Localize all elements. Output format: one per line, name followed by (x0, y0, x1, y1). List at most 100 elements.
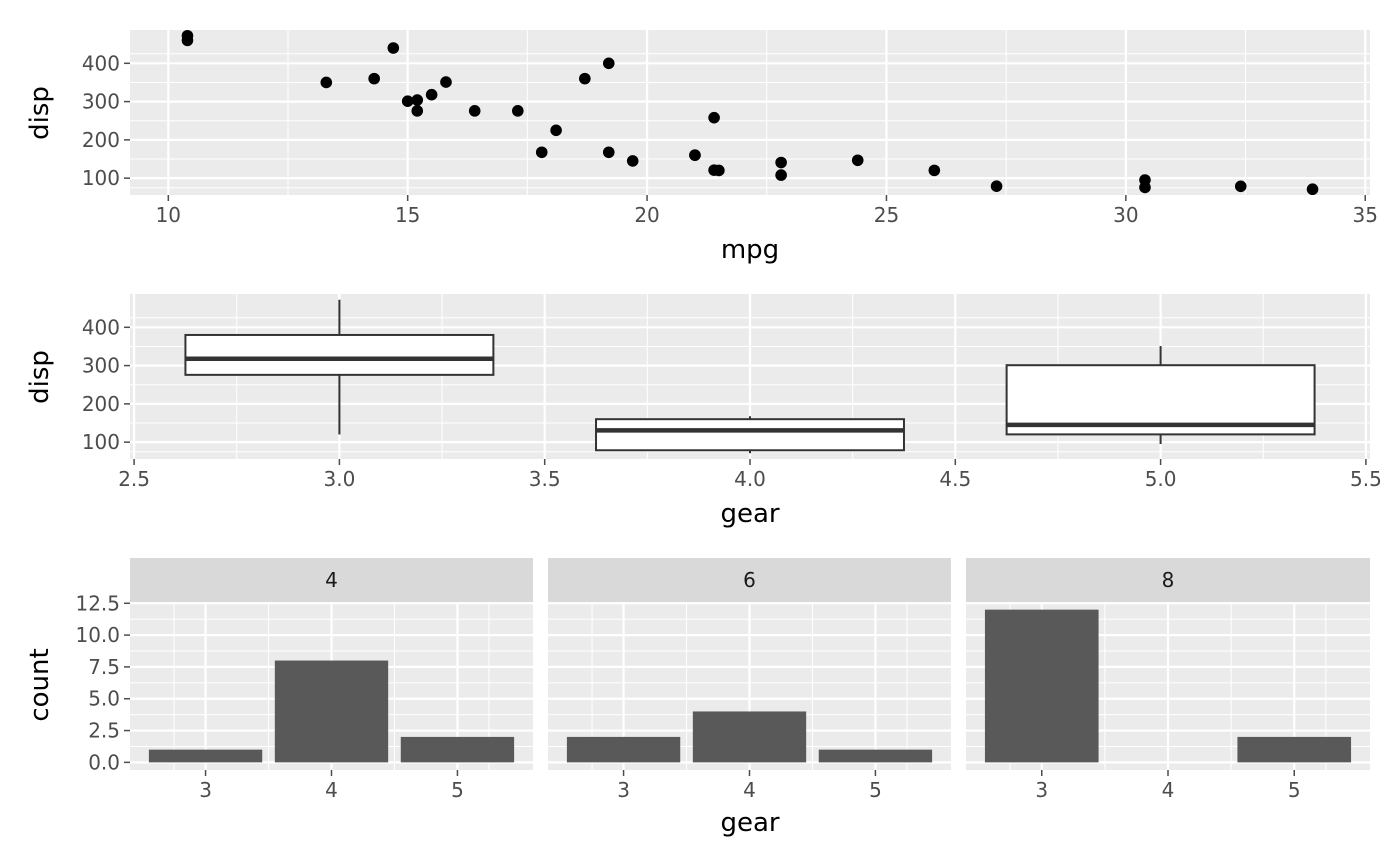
scatter-point (851, 154, 864, 167)
box-x-tick-label: 3.0 (323, 467, 355, 491)
scatter-point (1234, 180, 1247, 193)
scatter-point (602, 57, 615, 70)
scatter-y-axis: 100 200 300 400 (82, 51, 130, 190)
scatter-point (511, 105, 524, 117)
bar-gear-4 (274, 660, 389, 763)
bar-x-tick-label: 4 (743, 778, 756, 802)
scatter-point (708, 111, 720, 124)
scatter-point (401, 95, 414, 108)
scatter-point (775, 156, 787, 169)
scatter-plot: 100 200 300 400 10 15 20 25 30 35 mpg disp (25, 29, 1378, 265)
scatter-y-tick-label: 300 (82, 90, 120, 114)
scatter-point (1306, 183, 1319, 196)
scatter-point (689, 149, 701, 161)
bar-gear-5 (400, 736, 515, 763)
scatter-point (1139, 174, 1151, 186)
scatter-x-tick-label: 25 (874, 203, 899, 227)
scatter-x-tick-label: 30 (1113, 203, 1138, 227)
box-gear-4 (595, 416, 905, 454)
scatter-y-tick-label: 100 (82, 166, 120, 190)
scatter-point (550, 124, 562, 137)
box-x-title: gear (720, 499, 779, 529)
scatter-point (411, 105, 424, 117)
facet-8: 8 3 4 5 (966, 558, 1370, 802)
box-x-tick-label: 3.5 (529, 467, 561, 491)
bar-y-tick-label: 12.5 (75, 591, 120, 615)
box-y-tick-label: 400 (82, 315, 120, 339)
scatter-y-tick-label: 400 (82, 51, 120, 75)
box-y-title: disp (25, 350, 55, 404)
scatter-x-tick-label: 20 (634, 203, 659, 227)
bar-y-tick-label: 10.0 (75, 623, 120, 647)
bar-x-tick-label: 4 (1162, 778, 1175, 802)
scatter-x-title: mpg (721, 235, 779, 265)
bar-gear-5 (818, 749, 933, 763)
scatter-x-tick-label: 10 (156, 203, 181, 227)
facet-strip-label: 8 (1162, 568, 1175, 592)
bar-gear-5 (1237, 736, 1352, 763)
bar-x-tick-label: 3 (617, 778, 630, 802)
scatter-y-tick-label: 200 (82, 128, 120, 152)
scatter-point (990, 180, 1003, 192)
facet-strip (130, 558, 533, 602)
scatter-point (425, 88, 438, 101)
box-y-tick-label: 200 (82, 392, 120, 416)
bar-facets: 4 3 4 5 6 3 4 5 8 3 4 5 (130, 558, 1370, 802)
scatter-x-tick-label: 35 (1352, 203, 1377, 227)
scatter-points (181, 29, 1319, 196)
bar-y-tick-label: 0.0 (88, 750, 120, 774)
bar-x-tick-label: 4 (325, 778, 338, 802)
scatter-x-tick-label: 15 (395, 203, 420, 227)
bar-y-tick-label: 2.5 (88, 719, 120, 743)
box-x-tick-label: 5.0 (1145, 467, 1177, 491)
bar-y-title: count (25, 648, 55, 721)
scatter-point (387, 42, 400, 54)
scatter-point (320, 76, 333, 89)
bar-gear-3 (566, 736, 681, 763)
box-x-tick-label: 4.0 (734, 467, 766, 491)
boxes (184, 299, 1316, 454)
bar-x-tick-label: 5 (869, 778, 882, 802)
scatter-point (775, 169, 787, 181)
scatter-y-title: disp (25, 86, 55, 140)
bar-gear-3 (984, 609, 1099, 763)
box-x-tick-label: 4.5 (939, 467, 971, 491)
box-gear-5 (1005, 346, 1316, 445)
box-x-tick-label: 5.5 (1350, 467, 1382, 491)
bar-y-tick-label: 7.5 (88, 655, 120, 679)
scatter-point (928, 164, 941, 177)
bar-y-axis: 0.0 2.5 5.0 7.5 10.0 12.5 (75, 591, 130, 774)
bar-x-title: gear (720, 808, 779, 838)
scatter-point (440, 76, 452, 88)
scatter-point (181, 34, 194, 47)
facet-strip (966, 558, 1370, 602)
facet-strip-label: 4 (325, 568, 338, 592)
bar-x-tick-label: 5 (451, 778, 464, 802)
scatter-point (579, 72, 591, 85)
bar-gear-3 (148, 749, 263, 763)
bar-x-tick-label: 5 (1288, 778, 1301, 802)
box-y-axis: 100 200 300 400 (82, 315, 130, 454)
facet-4: 4 3 4 5 (130, 558, 533, 802)
scatter-point (368, 72, 380, 85)
facet-strip (548, 558, 951, 602)
scatter-point (708, 164, 720, 176)
box-x-axis: 2.5 3.0 3.5 4.0 4.5 5.0 5.5 (118, 459, 1382, 491)
scatter-point (535, 146, 548, 159)
box-x-tick-label: 2.5 (118, 467, 150, 491)
scatter-panel (130, 30, 1370, 195)
scatter-x-axis: 10 15 20 25 30 35 (156, 195, 1378, 227)
scatter-point (602, 146, 615, 159)
scatter-gridlines (130, 30, 1370, 195)
bar-gear-4 (692, 711, 807, 763)
facet-6: 6 3 4 5 (548, 558, 951, 802)
box-gear-3 (184, 299, 495, 435)
box-y-tick-label: 100 (82, 430, 120, 454)
bar-x-tick-label: 3 (199, 778, 212, 802)
box-y-tick-label: 300 (82, 354, 120, 378)
scatter-point (468, 105, 481, 117)
bar-x-tick-label: 3 (1035, 778, 1048, 802)
bar-y-tick-label: 5.0 (88, 687, 120, 711)
